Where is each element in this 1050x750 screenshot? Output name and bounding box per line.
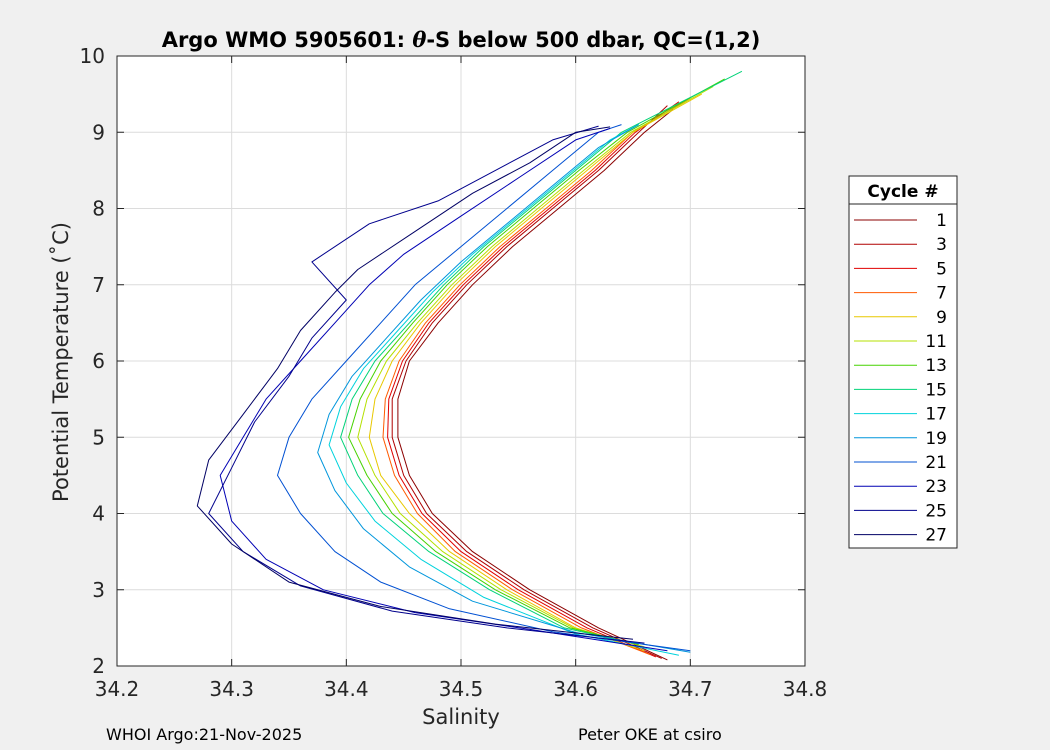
x-axis-label: Salinity [422, 705, 500, 729]
y-tick-label: 9 [92, 120, 105, 144]
footer-source-date: WHOI Argo:21-Nov-2025 [106, 725, 303, 744]
legend-label-cycle-5: 5 [936, 259, 947, 279]
y-tick-label: 5 [92, 425, 105, 449]
legend-label-cycle-27: 27 [925, 526, 947, 546]
legend-label-cycle-23: 23 [925, 477, 947, 497]
x-tick-label: 34.2 [95, 677, 140, 701]
y-tick-label: 8 [92, 197, 105, 221]
series-line-cycle-5 [387, 101, 680, 658]
legend-label-cycle-17: 17 [925, 405, 947, 425]
x-tick-label: 34.6 [553, 677, 598, 701]
footer-author: Peter OKE at csiro [578, 725, 722, 744]
x-tick-label: 34.7 [668, 677, 713, 701]
legend-label-cycle-9: 9 [936, 308, 947, 328]
series-line-cycle-11 [357, 86, 714, 648]
legend-label-cycle-7: 7 [936, 284, 947, 304]
series-line-cycle-7 [382, 97, 691, 656]
x-tick-label: 34.4 [324, 677, 369, 701]
legend-label-cycle-21: 21 [925, 453, 947, 473]
x-tick-label: 34.5 [439, 677, 484, 701]
chart-title: Argo WMO 5905601: θ-S below 500 dbar, QC… [162, 27, 761, 52]
legend-label-cycle-11: 11 [925, 332, 947, 352]
series-line-cycle-1 [397, 109, 674, 661]
series-line-cycle-17 [328, 124, 680, 656]
axis-ticks [116, 55, 806, 667]
series-line-cycle-21 [277, 124, 691, 652]
legend-label-cycle-1: 1 [936, 211, 947, 231]
legend-label-cycle-15: 15 [925, 380, 947, 400]
y-axis-label: Potential Temperature (˚C) [49, 222, 73, 502]
title-suffix: -S below 500 dbar, QC=(1,2) [426, 28, 760, 52]
legend-label-cycle-13: 13 [925, 356, 947, 376]
legend-title: Cycle # [867, 182, 938, 202]
y-tick-label: 10 [80, 44, 105, 68]
y-tick-label: 7 [92, 273, 105, 297]
series-line-cycle-15 [340, 70, 743, 644]
y-tick-label: 3 [92, 578, 105, 602]
y-tick-label: 4 [92, 502, 105, 526]
legend-label-cycle-3: 3 [936, 235, 947, 255]
series-line-cycle-9 [368, 93, 703, 652]
series-line-cycle-3 [391, 105, 668, 659]
x-tick-labels: 34.2 34.3 34.4 34.5 34.6 34.7 34.8 [95, 677, 828, 701]
y-tick-labels: 2 3 4 5 6 7 8 9 10 [80, 44, 105, 678]
series-line-cycle-19 [317, 124, 691, 653]
x-tick-label: 34.3 [209, 677, 254, 701]
series-line-cycle-25 [208, 125, 645, 644]
legend-label-cycle-25: 25 [925, 501, 947, 521]
y-tick-label: 6 [92, 349, 105, 373]
x-tick-label: 34.8 [783, 677, 828, 701]
title-theta: θ [412, 27, 426, 52]
title-prefix: Argo WMO 5905601: [162, 28, 413, 52]
series-line-cycle-13 [348, 78, 725, 646]
series-layer [196, 70, 743, 661]
legend-label-cycle-19: 19 [925, 429, 947, 449]
series-line-cycle-27 [196, 126, 634, 640]
y-tick-label: 2 [92, 654, 105, 678]
series-line-cycle-23 [219, 127, 668, 652]
